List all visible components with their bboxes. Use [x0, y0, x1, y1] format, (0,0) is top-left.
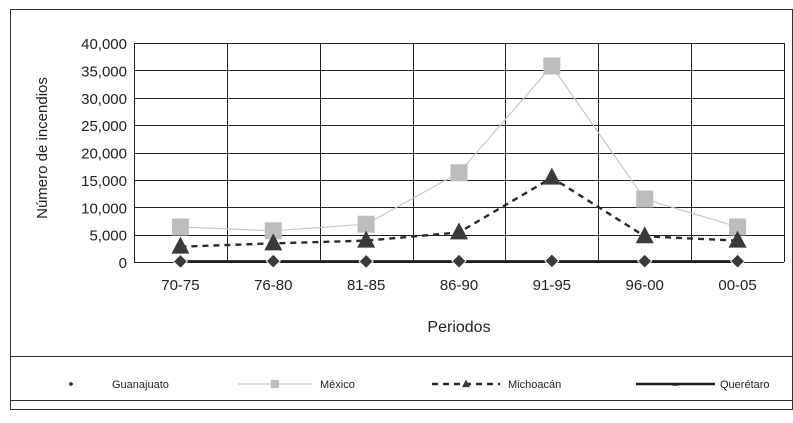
- x-tick-label: 81-85: [347, 277, 385, 294]
- y-tick-label: 20,000: [81, 146, 127, 163]
- legend-label: Michoacán: [508, 379, 561, 391]
- data-point: [171, 236, 190, 254]
- data-point: [544, 253, 560, 269]
- chart-frame: [10, 9, 793, 410]
- y-tick-label: 30,000: [81, 91, 127, 108]
- legend-marker: [461, 379, 471, 388]
- data-point: [450, 164, 468, 182]
- legend-label: Querétaro: [720, 379, 770, 391]
- x-tick-label: 86-90: [440, 277, 478, 294]
- x-tick-label: 91-95: [533, 277, 571, 294]
- legend-marker: [270, 379, 280, 389]
- data-point: [635, 226, 654, 244]
- y-tick-label: 0: [119, 255, 127, 272]
- data-point: [728, 230, 747, 248]
- plot-area: 0 5,000 10,000 15,000 20,000 25,000 30,000 35,0…: [81, 36, 785, 294]
- legend-item: Querétaro: [636, 379, 770, 391]
- legend-label: México: [320, 379, 355, 391]
- data-point: [636, 190, 654, 208]
- series-michoacán: [171, 167, 747, 254]
- x-tick-label: 76-80: [254, 277, 292, 294]
- data-point: [542, 167, 561, 185]
- legend-item: México: [238, 379, 355, 391]
- x-tick-label: 96-00: [626, 277, 664, 294]
- y-axis-label: Número de incendios: [34, 77, 51, 219]
- data-point: [171, 218, 189, 236]
- legend: Guanajuato México Michoacán Querétaro: [67, 379, 770, 391]
- data-point: [543, 57, 561, 75]
- y-tick-label: 25,000: [81, 118, 127, 135]
- data-point: [264, 233, 283, 251]
- x-axis-label: Periodos: [427, 319, 490, 336]
- data-point: [265, 253, 281, 269]
- x-tick-label: 70-75: [161, 277, 199, 294]
- data-point: [729, 253, 746, 269]
- y-tick-label: 15,000: [81, 173, 127, 190]
- legend-marker: [67, 380, 75, 388]
- data-point: [451, 253, 467, 269]
- x-tick-label: 00-05: [718, 277, 756, 294]
- data-point: [172, 253, 189, 270]
- data-point: [450, 222, 468, 240]
- data-point: [358, 253, 374, 270]
- data-point: [357, 215, 375, 233]
- series-méxico: [171, 57, 747, 240]
- y-tick-label: 40,000: [81, 36, 127, 53]
- series-guanajuato: [172, 253, 746, 270]
- data-point: [637, 253, 653, 269]
- y-tick-label: 10,000: [81, 200, 127, 217]
- legend-item: Michoacán: [432, 379, 561, 391]
- legend-label: Guanajuato: [112, 379, 169, 391]
- data-point: [357, 230, 376, 248]
- y-tick-label: 35,000: [81, 63, 127, 80]
- y-tick-label: 5,000: [89, 228, 127, 245]
- legend-item: Guanajuato: [67, 379, 169, 391]
